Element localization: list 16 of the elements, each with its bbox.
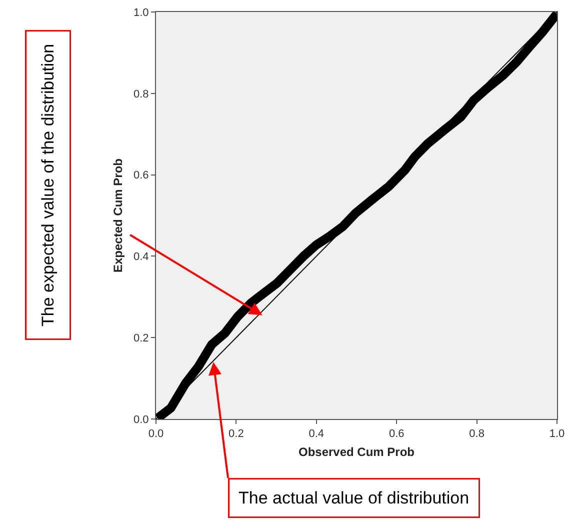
- y-tick-label: 0.2: [134, 332, 149, 344]
- x-tick-label: 0.0: [148, 428, 164, 440]
- annotation: The expected value of the distribution: [38, 44, 58, 327]
- x-tick-label: 0.6: [388, 428, 404, 440]
- y-tick-label: 0.0: [134, 414, 149, 426]
- annotation: The actual value of distribution: [238, 488, 470, 508]
- x-tick-label: 1.0: [549, 428, 565, 440]
- x-tick-label: 0.4: [308, 428, 324, 440]
- y-tick-label: 1.0: [134, 6, 149, 19]
- x-tick-label: 0.2: [228, 428, 244, 440]
- x-tick-label: 0.8: [469, 428, 484, 440]
- y-tick-label: 0.4: [134, 251, 149, 264]
- x-axis-title: Observed Cum Prob: [298, 445, 415, 460]
- y-tick-label: 0.6: [134, 170, 149, 182]
- y-axis-title: Expected Cum Prob: [110, 158, 125, 273]
- y-tick-label: 0.8: [134, 88, 149, 100]
